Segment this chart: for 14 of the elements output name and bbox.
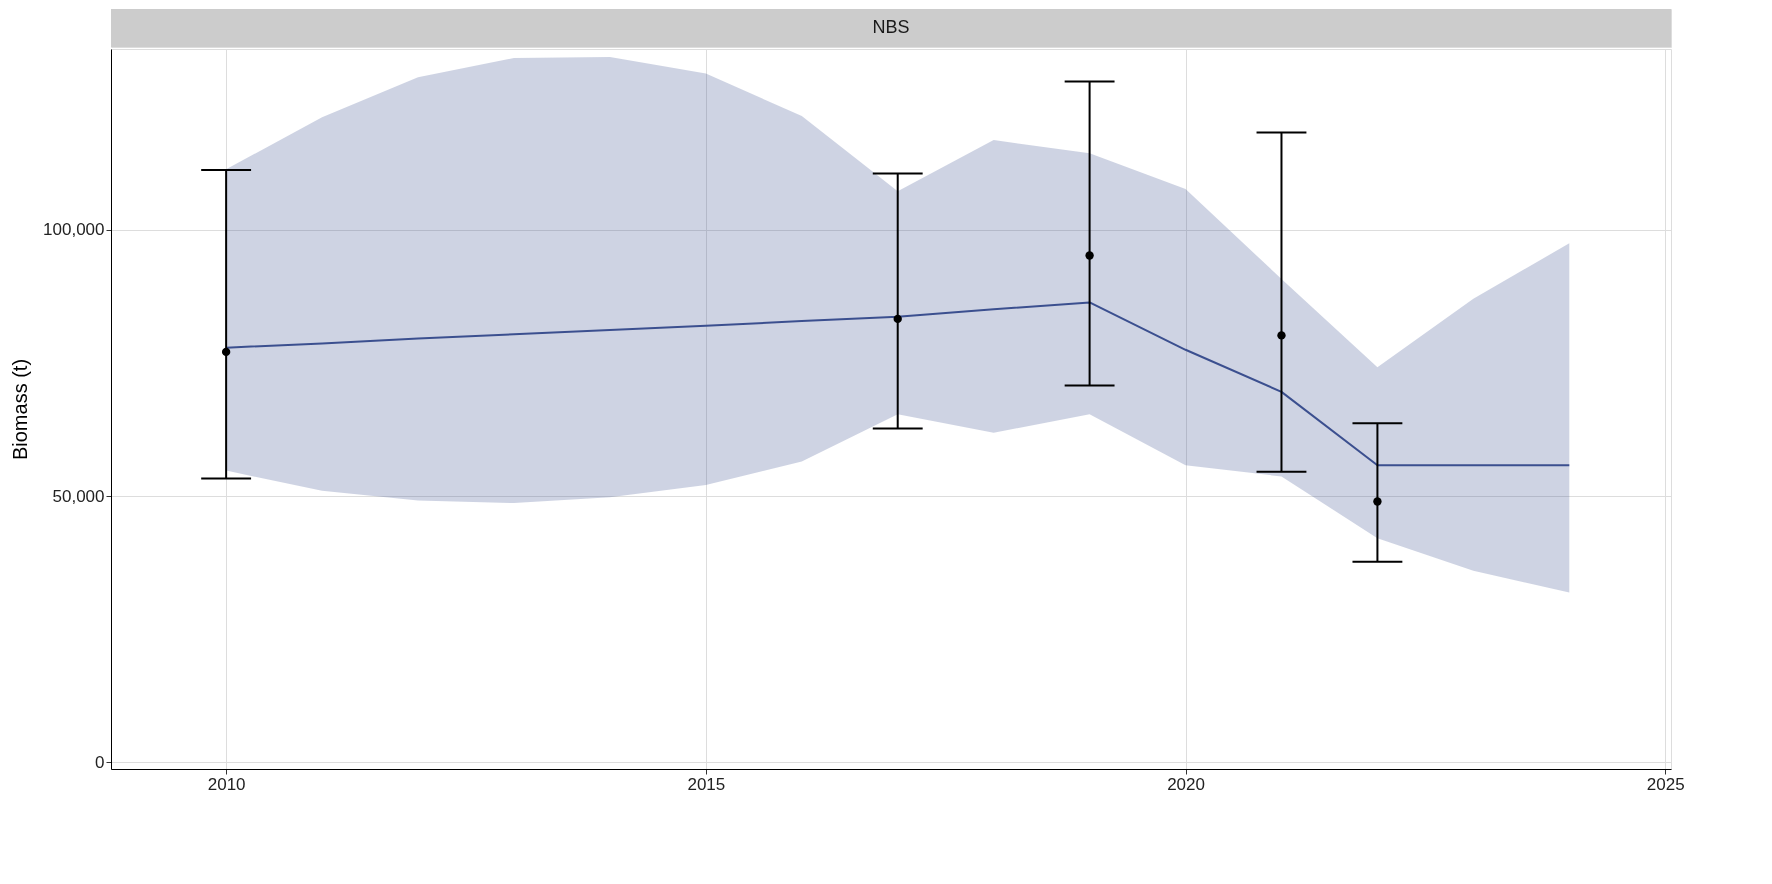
chart-title: NBS xyxy=(872,17,910,37)
y-axis-title: Biomass (t) xyxy=(9,358,32,461)
point xyxy=(1373,497,1382,506)
y-tick-label: 50,000 xyxy=(52,486,105,506)
point xyxy=(1277,331,1286,340)
x-tick-label: 2010 xyxy=(207,774,246,794)
point xyxy=(1085,251,1094,260)
x-tick-label: 2025 xyxy=(1646,774,1685,794)
x-tick-label: 2020 xyxy=(1167,774,1205,794)
point xyxy=(893,314,902,324)
point xyxy=(221,347,231,357)
y-tick-label: 0 xyxy=(95,752,105,772)
x-tick-label: 2015 xyxy=(687,774,726,794)
y-tick-label: 100,000 xyxy=(43,220,105,240)
